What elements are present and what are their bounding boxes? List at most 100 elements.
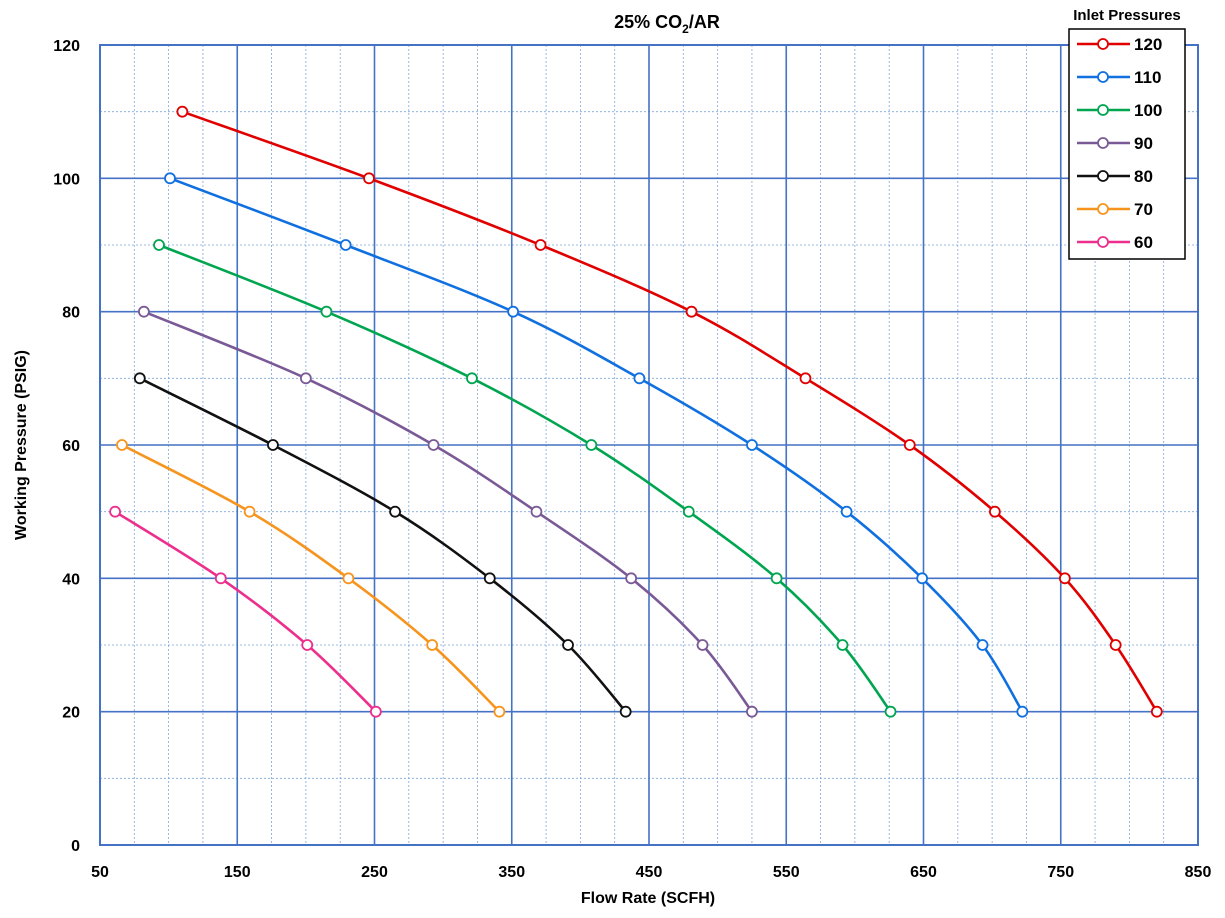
legend-label: 70 (1134, 200, 1153, 219)
data-point (884, 705, 897, 718)
x-axis-label: Flow Rate (SCFH) (581, 890, 715, 907)
data-point (1016, 705, 1029, 718)
data-point (799, 372, 812, 385)
legend: 120 110 100 90 80 70 60 (1068, 28, 1186, 260)
data-point (427, 439, 440, 451)
y-tick-label: 120 (53, 38, 80, 55)
y-tick-label: 40 (62, 571, 80, 588)
legend-swatch-marker (1097, 38, 1109, 50)
legend-label: 60 (1134, 233, 1153, 252)
legend-swatch-marker (1097, 170, 1109, 182)
x-tick-label: 850 (1185, 864, 1212, 881)
data-point (585, 439, 598, 451)
data-point (426, 639, 439, 651)
series-100 (153, 239, 897, 718)
x-tick-label: 450 (636, 864, 663, 881)
legend-label: 90 (1134, 134, 1153, 153)
y-tick-labels: 0 20 40 60 80 100 120 (53, 38, 80, 855)
data-point (916, 572, 929, 585)
series-120 (176, 105, 1163, 718)
data-point (507, 305, 520, 318)
legend-label: 110 (1134, 68, 1161, 87)
x-tick-label: 750 (1047, 864, 1074, 881)
data-point (685, 305, 698, 318)
data-point (840, 505, 853, 518)
legend-item-60: 60 (1077, 233, 1153, 252)
data-point (619, 705, 632, 718)
chart-title: 25% CO2/AR (614, 12, 720, 36)
data-point (320, 305, 333, 318)
legend-item-70: 70 (1077, 200, 1153, 219)
legend-label: 120 (1134, 35, 1162, 54)
legend-swatch-marker (1097, 203, 1109, 215)
data-point (176, 105, 189, 118)
x-tick-label: 650 (910, 864, 937, 881)
y-tick-label: 0 (71, 838, 80, 855)
legend-item-100: 100 (1077, 101, 1162, 120)
x-tick-label: 50 (91, 864, 109, 881)
chart-title-subscript: 2 (682, 22, 689, 36)
x-tick-label: 250 (361, 864, 388, 881)
data-point (534, 239, 547, 251)
data-point (746, 705, 758, 718)
legend-item-90: 90 (1077, 134, 1153, 153)
data-point (988, 505, 1001, 518)
legend-swatch-marker (1097, 104, 1109, 116)
series-line-80 (139, 377, 627, 713)
data-point (267, 439, 279, 451)
data-point (466, 372, 478, 385)
y-tick-label: 80 (62, 305, 80, 322)
data-point (214, 572, 227, 585)
chart-title-end: /AR (689, 12, 720, 32)
data-point (530, 505, 543, 518)
series-60 (109, 505, 382, 718)
data-point (483, 572, 496, 585)
data-point (363, 172, 375, 185)
data-point (562, 639, 574, 651)
data-point (153, 239, 165, 251)
series-80 (133, 372, 632, 718)
series-line-110 (169, 177, 1024, 713)
series-90 (138, 305, 758, 718)
data-point (342, 572, 355, 585)
data-point (369, 705, 382, 718)
data-point (625, 572, 638, 585)
data-point (109, 505, 121, 518)
legend-item-80: 80 (1077, 167, 1153, 186)
series-layer (109, 105, 1163, 718)
legend-swatch-marker (1097, 236, 1109, 248)
legend-swatch-marker (1097, 137, 1109, 149)
data-point (389, 505, 401, 518)
x-tick-label: 550 (773, 864, 800, 881)
data-point (696, 639, 709, 651)
y-tick-label: 20 (62, 705, 80, 722)
data-point (243, 505, 256, 518)
series-70 (116, 439, 506, 718)
y-tick-label: 60 (62, 438, 80, 455)
data-point (133, 372, 146, 385)
data-point (299, 372, 312, 385)
data-point (138, 305, 150, 318)
legend-item-120: 120 (1077, 35, 1162, 54)
x-tick-label: 150 (224, 864, 251, 881)
data-point (301, 639, 314, 651)
data-point (682, 505, 695, 518)
data-point (976, 639, 989, 651)
legend-item-110: 110 (1077, 68, 1161, 87)
data-point (1150, 705, 1163, 718)
series-110 (164, 172, 1029, 718)
data-point (1109, 639, 1122, 651)
series-line-100 (158, 243, 892, 713)
major-grid (99, 44, 1199, 846)
data-point (116, 439, 128, 451)
x-tick-labels: 50 150 250 350 450 550 650 750 850 (91, 864, 1211, 881)
data-point (493, 705, 506, 718)
data-point (633, 372, 646, 385)
series-line-90 (143, 310, 753, 713)
chart-title-main: 25% CO (614, 12, 682, 32)
data-point (836, 639, 849, 651)
data-point (339, 239, 352, 251)
data-point (164, 172, 176, 185)
